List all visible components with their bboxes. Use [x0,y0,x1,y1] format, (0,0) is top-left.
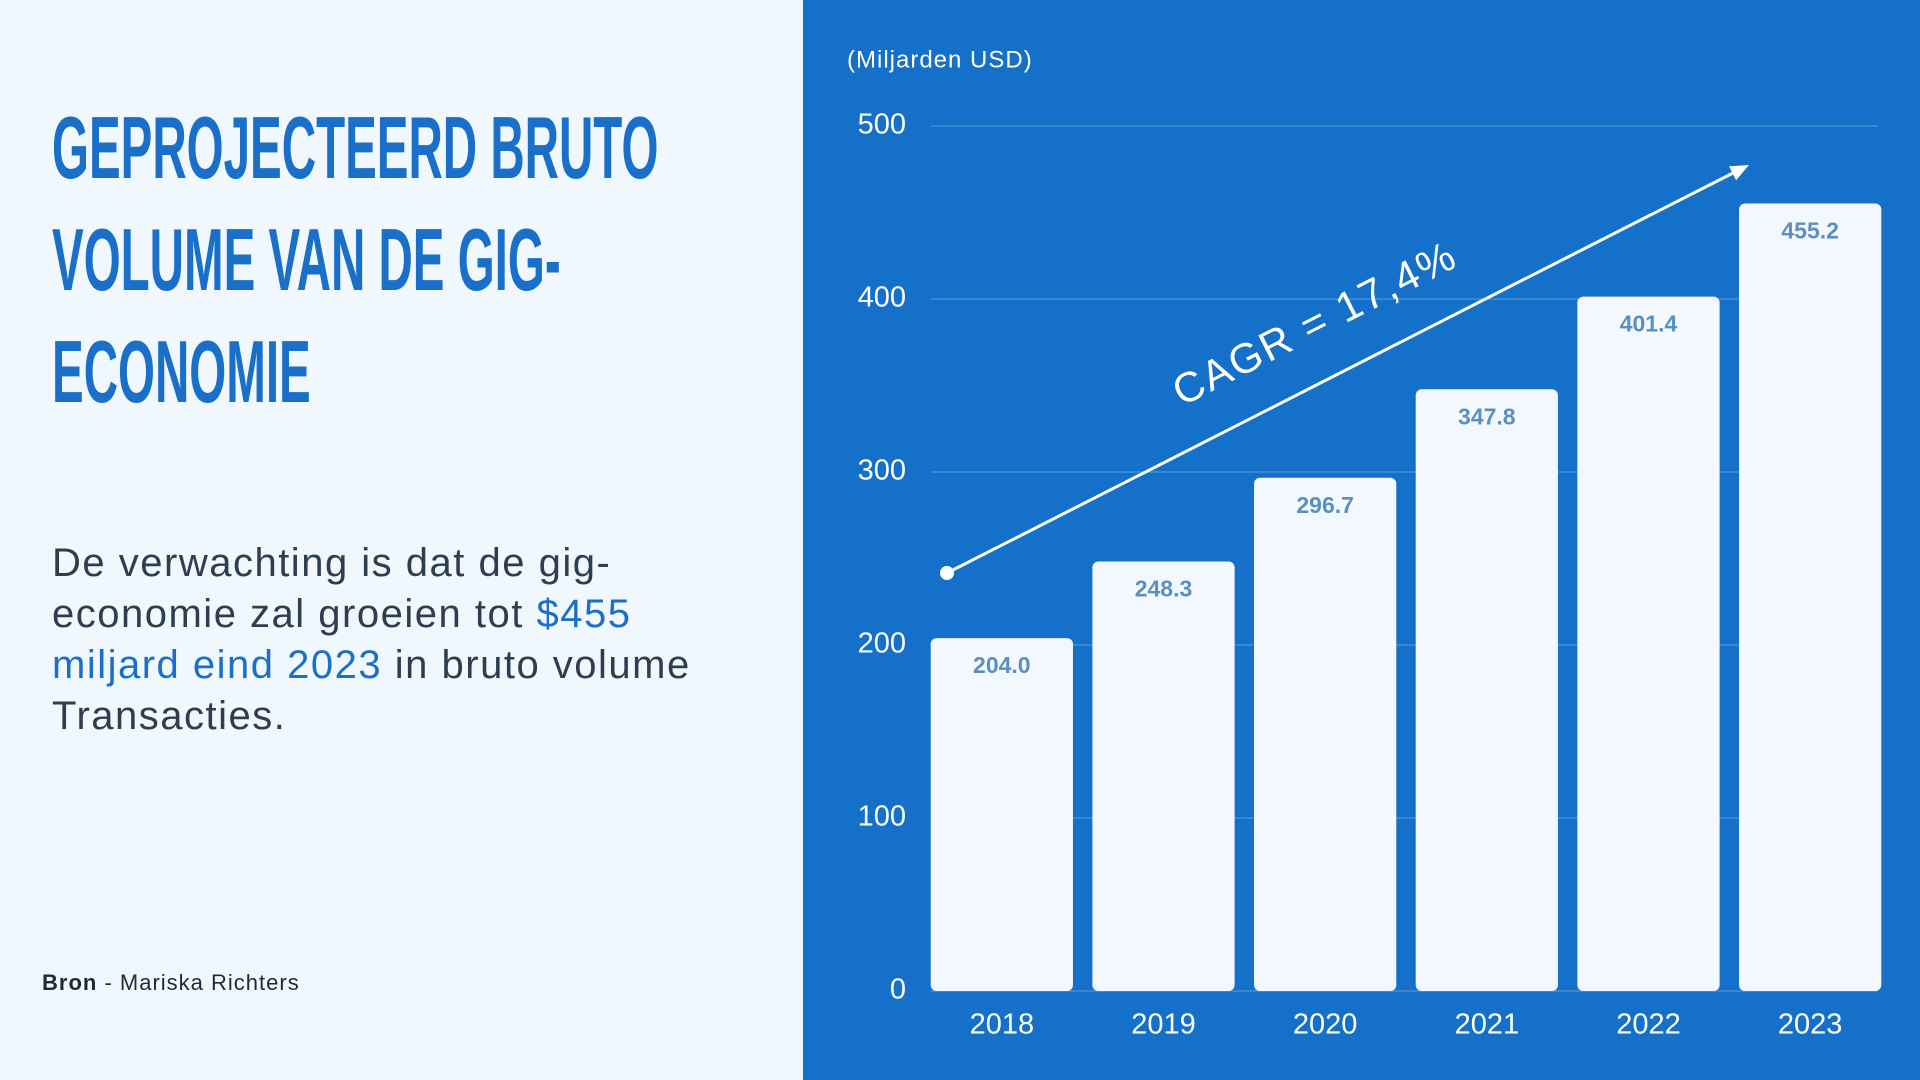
bar [930,638,1073,991]
arrow-head [1729,165,1749,181]
source: Bron - Mariska Richters [42,970,300,996]
bar [1092,561,1235,991]
description: De verwachting is dat de gig-economie za… [52,538,692,742]
x-tick-label: 2018 [970,1009,1035,1041]
value-label: 401.4 [1620,311,1678,337]
x-tick-label: 2019 [1131,1009,1196,1041]
value-label: 248.3 [1135,576,1193,602]
y-tick-label: 300 [858,455,906,487]
description-highlight: $455 miljard eind 2023 [52,592,632,687]
value-label: 455.2 [1781,218,1839,244]
value-label: 204.0 [973,652,1031,678]
description-text: in bruto volume Transacties. [52,643,691,738]
bar [1415,389,1558,991]
x-tick-label: 2020 [1293,1009,1358,1041]
y-tick-label: 0 [890,974,906,1006]
bar [1739,203,1882,991]
value-label: 347.8 [1458,403,1516,429]
description-text: De verwachting is dat de gig-economie za… [52,541,612,636]
arrow-start [940,566,954,580]
y-tick-label: 200 [858,628,906,660]
title: GEPROJECTEERD BRUTO VOLUME VAN DE GIG-EC… [52,98,659,421]
bar [1254,477,1397,992]
source-name: - Mariska Richters [104,970,300,995]
y-axis-label: (Miljarden USD) [847,46,1033,73]
x-tick-label: 2022 [1616,1009,1681,1041]
x-tick-label: 2023 [1778,1009,1843,1041]
trend-arrow [946,170,1736,575]
y-tick-label: 100 [858,801,906,833]
value-label: 296.7 [1296,492,1354,518]
x-tick-label: 2021 [1455,1009,1520,1041]
source-label: Bron [42,970,98,995]
y-tick-label: 400 [858,282,906,314]
y-tick-label: 500 [858,109,906,141]
bar [1577,296,1720,991]
